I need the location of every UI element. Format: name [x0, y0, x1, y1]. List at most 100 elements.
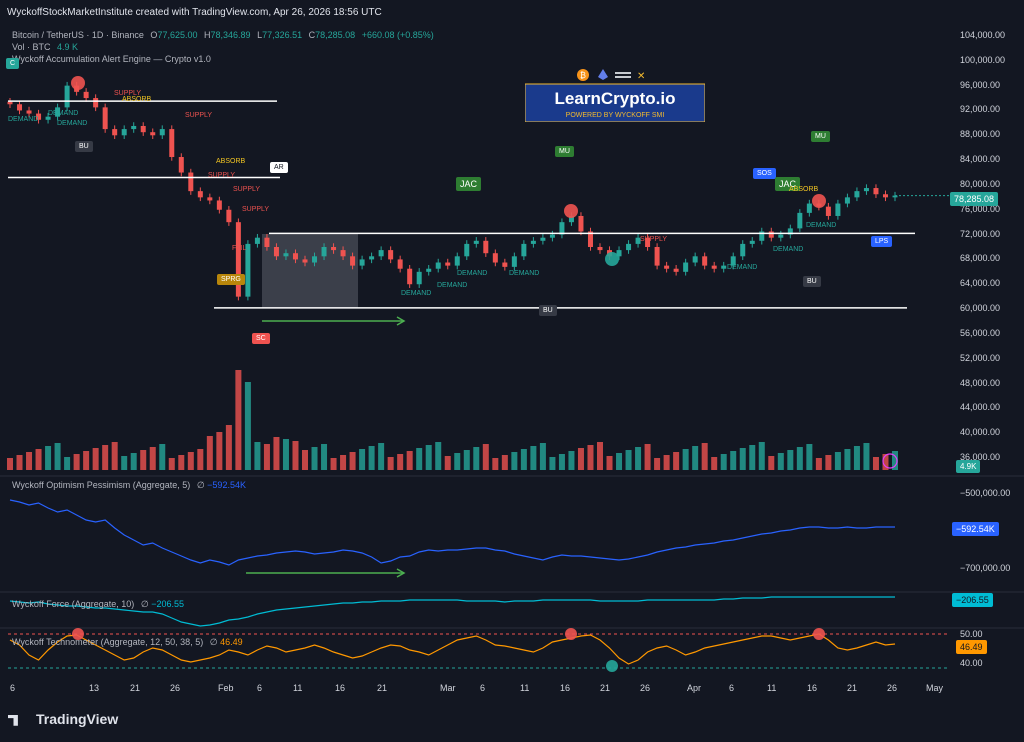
header-bar: WyckoffStockMarketInstitute created with… [0, 0, 1024, 26]
candle [83, 91, 89, 99]
volume-bar [302, 450, 308, 470]
technometer-signal [606, 660, 618, 672]
price-tick: 40,000.00 [960, 427, 1001, 438]
time-tick: 13 [89, 683, 100, 693]
optimism-legend[interactable]: Wyckoff Optimism Pessimism (Aggregate, 5… [12, 480, 246, 491]
signal-circle [564, 204, 578, 218]
volume-bar [45, 446, 52, 470]
header-caption: WyckoffStockMarketInstitute created with… [7, 7, 382, 18]
volume-bar [321, 444, 328, 470]
technometer-legend[interactable]: Wyckoff Technometer (Aggregate, 12, 50, … [12, 637, 243, 648]
technometer-signal [72, 628, 84, 640]
label-absorb-3: ABSORB [789, 186, 819, 193]
candle [369, 256, 375, 260]
symbol-legend[interactable]: Bitcoin / TetherUS · 1D · Binance O77,62… [12, 30, 434, 40]
indicator-legend[interactable]: Wyckoff Accumulation Alert Engine — Cryp… [12, 54, 211, 64]
candle [549, 234, 555, 238]
event-mu-1: MU [555, 146, 574, 157]
force-value: −206.55 [151, 599, 184, 609]
price-chart[interactable] [0, 26, 1024, 700]
volume-bar [568, 451, 575, 470]
candle [778, 234, 784, 238]
volume-bar [635, 447, 642, 470]
label-demand-1: DEMAND [8, 116, 39, 123]
logo-tagline: POWERED BY WYCKOFF SMI [566, 112, 665, 119]
label-demand-4: DEMAND [457, 270, 488, 277]
candle [292, 253, 298, 260]
trading-range-box [262, 234, 358, 308]
candle [350, 256, 356, 266]
candle [207, 197, 213, 201]
volume-legend-name: Vol · BTC [12, 42, 51, 52]
label-demand-8: DEMAND [727, 264, 758, 271]
label-demand-5: DEMAND [437, 282, 468, 289]
candle [502, 262, 508, 267]
volume-bar [378, 443, 385, 470]
candle [112, 129, 118, 136]
candle [121, 129, 127, 136]
time-tick: 21 [847, 683, 858, 693]
volume-bar [35, 449, 42, 470]
candle [568, 215, 574, 223]
candle [616, 250, 622, 257]
event-jac-1: JAC [456, 177, 482, 191]
volume-bar [549, 457, 556, 470]
candle [464, 243, 470, 257]
volume-bar [892, 451, 898, 470]
technometer-axis-bottom: 40.00 [960, 658, 983, 668]
volume-bar [501, 455, 508, 470]
optimism-axis-bottom: −700,000.00 [960, 563, 1011, 573]
candle [863, 188, 869, 192]
technometer-tag: 46.49 [956, 640, 987, 654]
volume-bar [102, 445, 109, 470]
candle [7, 101, 13, 105]
candle [749, 240, 755, 244]
optimism-axis-top: −500,000.00 [960, 488, 1011, 498]
price-tick: 36,000.00 [960, 452, 1001, 462]
volume-bar [520, 449, 527, 470]
signal-circle [812, 194, 826, 208]
event-bu-3: BU [803, 276, 821, 287]
candle [797, 212, 803, 229]
time-tick: 21 [377, 683, 388, 693]
candle [55, 107, 61, 117]
time-tick: 11 [520, 683, 530, 693]
volume-bar [92, 448, 99, 470]
technometer-signal [813, 628, 825, 640]
volume-bar [597, 442, 603, 470]
candle [17, 104, 23, 111]
volume-bar [463, 450, 470, 470]
change-value: +660.08 (+0.85%) [361, 30, 434, 40]
volume-bar [206, 436, 213, 470]
time-tick: Feb [218, 683, 234, 693]
volume-bar [711, 457, 718, 470]
signal-circle [71, 76, 85, 90]
time-tick: 6 [257, 683, 263, 693]
volume-bar [882, 454, 889, 470]
volume-bar [149, 447, 156, 470]
volume-bar [473, 447, 480, 470]
volume-bar [368, 446, 375, 470]
volume-bar [330, 458, 337, 470]
volume-bar [130, 453, 137, 470]
price-tick: 76,000.00 [960, 203, 1001, 214]
candle [597, 247, 603, 251]
label-supply-5: SUPPLY [242, 206, 270, 213]
label-supply-6: SUPPLY [640, 236, 668, 243]
force-name: Wyckoff Force (Aggregate, 10) [12, 599, 135, 609]
svg-text:✕: ✕ [637, 71, 645, 82]
volume-legend[interactable]: Vol · BTC 4.9 K [12, 42, 78, 52]
volume-tag: 4.9K [956, 460, 981, 473]
current-price-tag: 78,285.08 [950, 192, 999, 206]
volume-bar [539, 443, 546, 470]
label-supply-2: SUPPLY [185, 112, 213, 119]
candle [397, 259, 403, 269]
candle [825, 206, 831, 216]
time-tick: 6 [729, 683, 735, 693]
candle [787, 228, 793, 235]
candle [492, 253, 498, 263]
volume-bar [577, 448, 584, 470]
label-demand-3: DEMAND [57, 120, 88, 127]
force-legend[interactable]: Wyckoff Force (Aggregate, 10) ∅ −206.55 [12, 599, 184, 610]
